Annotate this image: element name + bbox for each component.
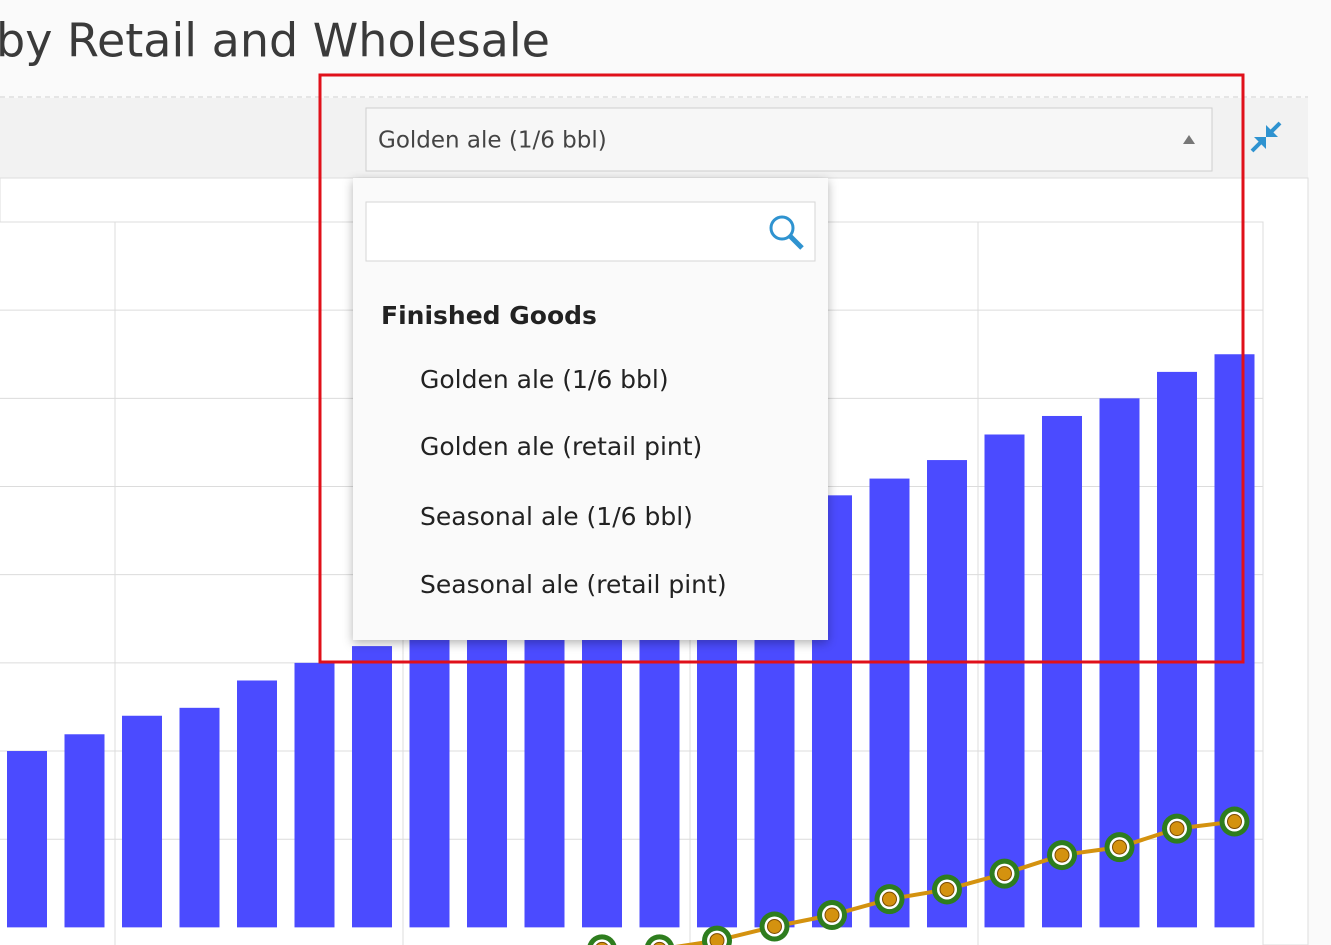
option-list: Golden ale (1/6 bbl) Golden ale (retail p… [420,365,727,599]
highlight-box [318,73,1245,664]
bar [1157,371,1197,928]
option[interactable]: Golden ale (1/6 bbl) [420,365,669,394]
bar [294,662,335,928]
point-inner [653,941,666,945]
bar [467,618,507,928]
point-inner [1169,821,1185,837]
select-box[interactable]: Golden ale (1/6 bbl) [365,107,1213,172]
option[interactable]: Seasonal ale (retail pint) [420,570,727,599]
point [1219,806,1250,837]
search-icon [769,215,804,250]
point [817,900,847,931]
point [645,934,674,945]
point-inner [1054,847,1070,863]
point [989,858,1020,889]
select-field[interactable] [365,107,1213,172]
point-inner [595,941,609,945]
bar [524,605,565,928]
search-input[interactable] [365,201,816,262]
option[interactable]: Golden ale (retail pint) [420,432,702,461]
option[interactable]: Seasonal ale (1/6 bbl) [420,502,693,531]
point [1162,813,1192,844]
point-inner [767,918,782,934]
point-inner [1227,814,1242,830]
point [932,874,962,905]
dropdown: Finished Goods [353,178,828,640]
bar [237,680,277,928]
point [1104,832,1135,863]
collapse-button[interactable] [1250,121,1282,153]
option-group: Finished Goods [381,301,597,330]
bar [179,707,220,928]
point [1047,840,1077,871]
bar [984,434,1025,928]
bar [582,587,622,928]
point-inner [824,907,840,923]
point [702,925,732,945]
page-title: by Retail and Wholesale [0,14,550,68]
point-inner [882,891,897,907]
point-inner [997,866,1012,882]
point [587,934,617,945]
point [759,911,790,942]
point-inner [709,933,725,945]
point-inner [1112,839,1127,855]
select-arrow [1183,135,1195,144]
select-value: Golden ale (1/6 bbl) [378,128,607,154]
point [874,884,905,915]
bar [352,646,392,928]
bar [122,715,162,928]
bar [7,751,47,928]
bar [64,734,105,928]
bar [869,478,910,928]
point-inner [939,881,955,897]
bar [1214,354,1255,928]
bar [409,631,450,928]
bar [927,460,967,928]
